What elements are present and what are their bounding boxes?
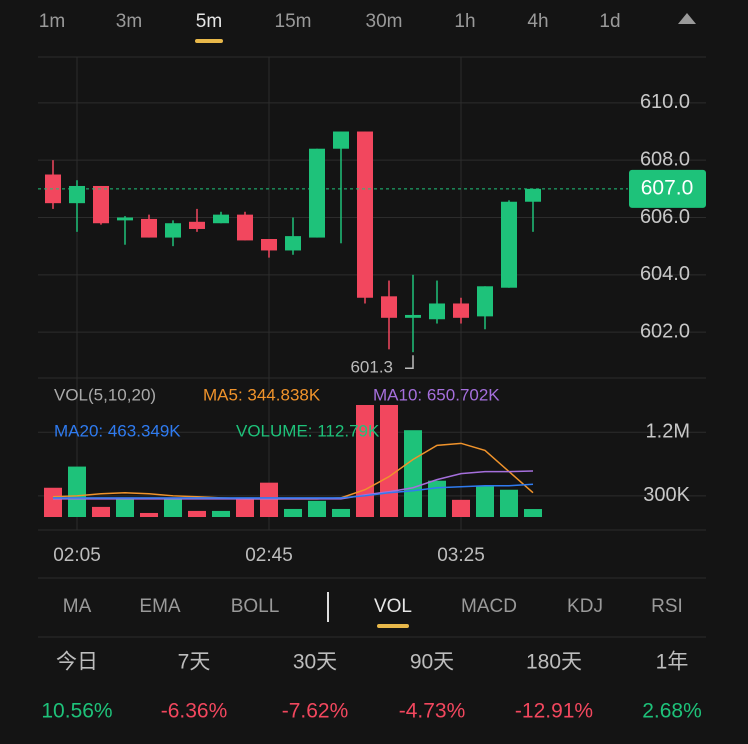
- y-tick-label: 610.0: [640, 91, 690, 113]
- volume-bar: [356, 404, 374, 517]
- indicator-tab[interactable]: KDJ: [567, 596, 603, 617]
- legend-entry: MA5: 344.838K: [203, 385, 321, 404]
- indicator-tab[interactable]: VOL: [374, 596, 412, 617]
- timeframe-tab[interactable]: 1m: [39, 11, 65, 32]
- x-tick-label: 02:45: [245, 545, 293, 566]
- last-price-tag: [629, 169, 706, 208]
- volume-bar: [476, 485, 494, 517]
- timeframe-tab[interactable]: 15m: [275, 11, 312, 32]
- volume-title: VOL(5,10,20): [54, 385, 156, 404]
- candle-body: [357, 131, 373, 298]
- return-value: -4.73%: [399, 700, 466, 723]
- volume-bar: [92, 506, 110, 517]
- return-value: -12.91%: [515, 700, 593, 723]
- volume-bar: [452, 499, 470, 517]
- volume-bar: [164, 498, 182, 517]
- volume-bar: [308, 500, 326, 517]
- candle-body: [429, 303, 445, 320]
- candle-body: [285, 236, 301, 251]
- candle-body: [189, 221, 205, 229]
- y-tick-label: 606.0: [640, 206, 690, 228]
- candle-body: [405, 314, 421, 318]
- y-tick-label: 608.0: [640, 148, 690, 170]
- volume-bar: [404, 430, 422, 517]
- low-annotation: 601.3: [350, 358, 393, 377]
- timeframe-tab[interactable]: 1d: [599, 11, 620, 32]
- y-tick-label: 602.0: [640, 320, 690, 342]
- active-underline: [377, 624, 409, 628]
- return-value: -7.62%: [282, 700, 349, 723]
- volume-bar: [236, 498, 254, 517]
- return-period[interactable]: 7天: [178, 651, 211, 674]
- legend-entry: MA20: 463.349K: [54, 421, 181, 440]
- return-period[interactable]: 今日: [56, 651, 98, 674]
- volume-bar: [44, 487, 62, 517]
- return-period[interactable]: 1年: [656, 651, 689, 674]
- volume-bar: [188, 510, 206, 517]
- volume-bar: [332, 508, 350, 517]
- candle-body: [453, 303, 469, 318]
- indicator-tab[interactable]: EMA: [139, 596, 181, 617]
- candle-body: [381, 296, 397, 318]
- candle-body: [309, 148, 325, 238]
- candle-body: [237, 214, 253, 241]
- indicator-tab[interactable]: BOLL: [231, 596, 280, 617]
- candle-body: [93, 185, 109, 224]
- return-value: 10.56%: [41, 700, 112, 723]
- y2-tick-label: 1.2M: [646, 421, 690, 443]
- collapse-toggle[interactable]: [678, 13, 696, 24]
- legend-entry: MA10: 650.702K: [373, 385, 500, 404]
- candle-body: [117, 217, 133, 221]
- volume-bar: [68, 466, 86, 517]
- last-price-label: 607.0: [641, 176, 694, 199]
- volume-bar: [428, 480, 446, 517]
- y-tick-label: 604.0: [640, 263, 690, 285]
- volume-bar: [212, 510, 230, 517]
- x-tick-label: 03:25: [437, 545, 485, 566]
- volume-bar: [260, 482, 278, 517]
- return-value: 2.68%: [642, 700, 702, 723]
- candle-body: [213, 214, 229, 224]
- candle-body: [477, 286, 493, 317]
- volume-bar: [380, 404, 398, 517]
- ma-line: [53, 483, 534, 499]
- indicator-tab[interactable]: RSI: [651, 596, 683, 617]
- timeframe-tab[interactable]: 3m: [116, 11, 142, 32]
- candle-body: [141, 218, 157, 238]
- return-period[interactable]: 90天: [410, 651, 454, 674]
- ma-line: [53, 470, 534, 500]
- indicator-tab[interactable]: MA: [63, 596, 92, 617]
- indicator-tab[interactable]: MACD: [461, 596, 517, 617]
- timeframe-tab[interactable]: 1h: [454, 11, 475, 32]
- candle-body: [165, 223, 181, 238]
- volume-bar: [500, 489, 518, 517]
- candle-body: [261, 238, 277, 251]
- timeframe-tab[interactable]: 30m: [366, 11, 403, 32]
- timeframe-tab[interactable]: 4h: [527, 11, 548, 32]
- y2-tick-label: 300K: [643, 484, 690, 506]
- low-pointer: [405, 355, 414, 369]
- volume-bar: [116, 498, 134, 517]
- x-tick-label: 02:05: [53, 545, 101, 566]
- volume-bar: [140, 512, 158, 517]
- return-period[interactable]: 30天: [293, 651, 337, 674]
- candle-body: [333, 131, 349, 149]
- active-underline: [195, 39, 223, 43]
- candle-body: [525, 188, 541, 202]
- volume-bar: [524, 509, 542, 517]
- volume-value: VOLUME: 112.79K: [236, 421, 380, 440]
- volume-bar: [284, 508, 302, 517]
- return-value: -6.36%: [161, 700, 228, 723]
- timeframe-tab[interactable]: 5m: [196, 11, 222, 32]
- candle-body: [69, 185, 85, 204]
- candle-body: [501, 201, 517, 288]
- return-period[interactable]: 180天: [526, 651, 582, 674]
